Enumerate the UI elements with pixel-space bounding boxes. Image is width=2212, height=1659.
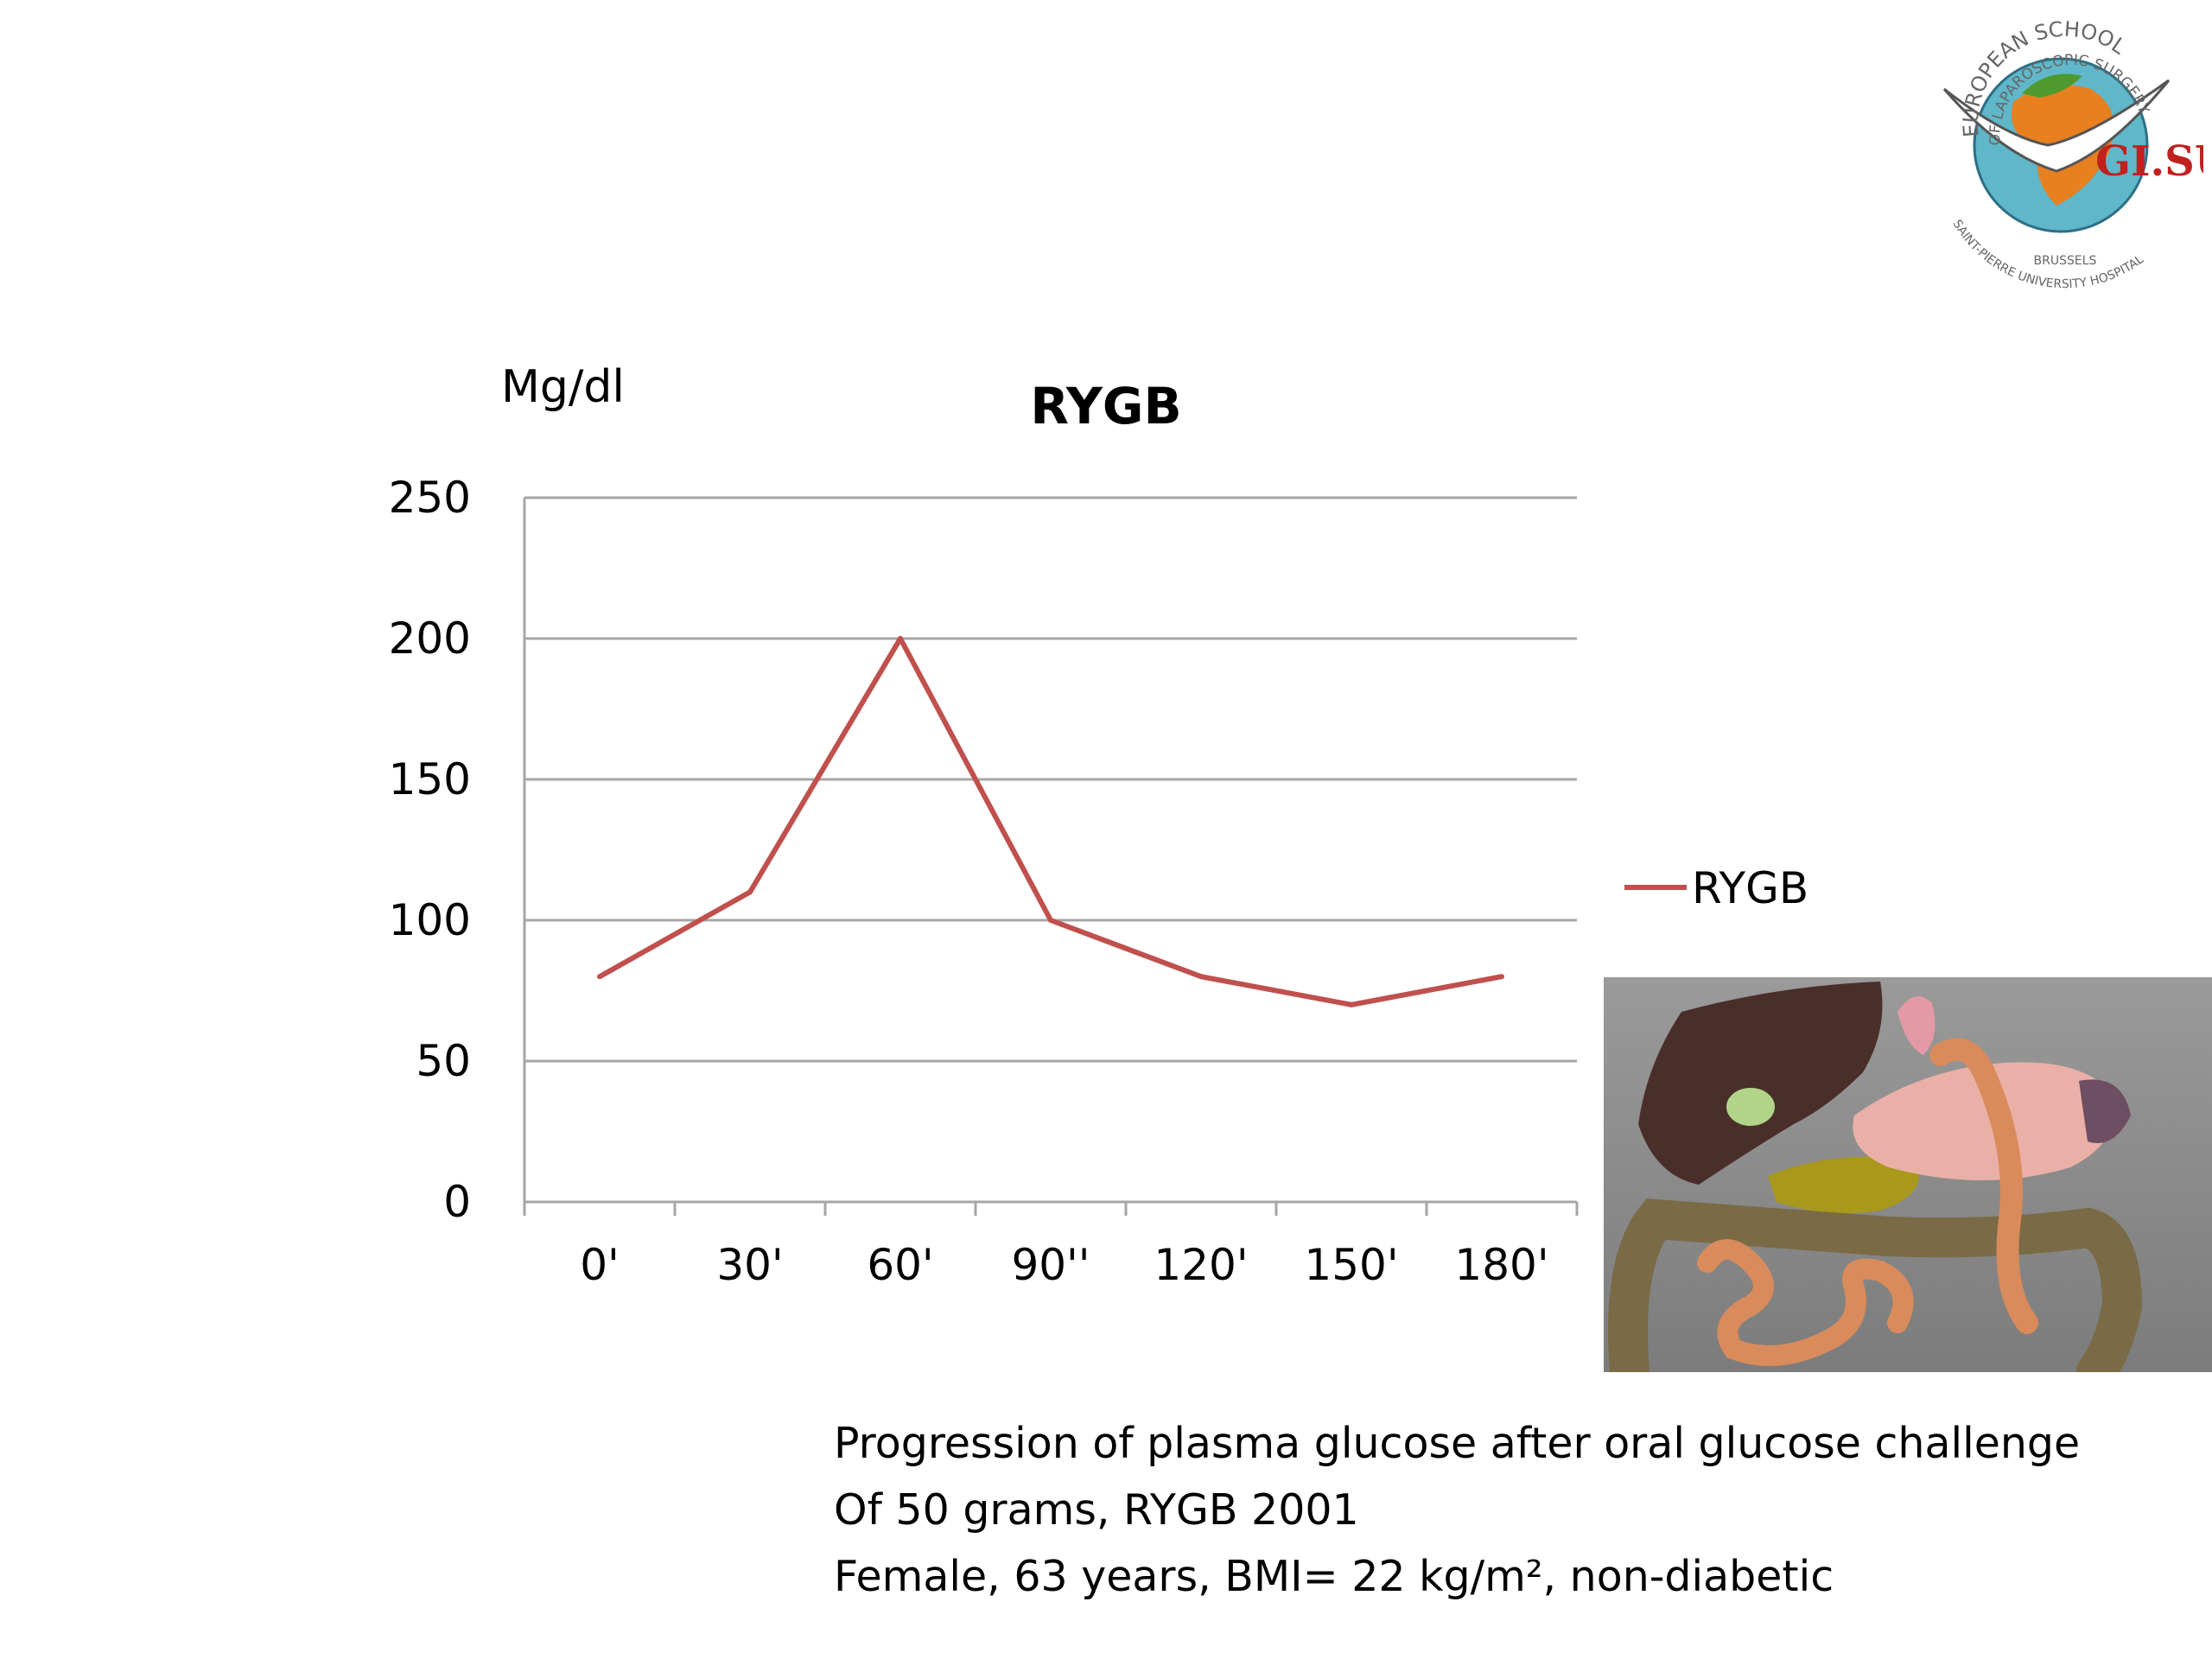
x-tick-label: 150' (1304, 1240, 1398, 1290)
european-school-logo: GI.SURGERY EUROPEAN SCHOOL OF LAPAROSCOP… (1918, 7, 2212, 292)
chart-title: RYGB (1030, 377, 1181, 435)
y-tick-label-150: 150 (389, 754, 471, 804)
rygb-anatomy-illustration (1604, 977, 2212, 1392)
y-axis-unit-label: Mg/dl (501, 361, 625, 413)
x-tick-label: 0' (580, 1240, 620, 1290)
y-tick-label-250: 250 (389, 473, 471, 523)
series-line-rygb (598, 636, 1503, 1007)
x-tick-label: 30' (716, 1240, 783, 1290)
data-point (747, 889, 753, 895)
caption-line-3: Female, 63 years, BMI= 22 kg/m², non-dia… (834, 1552, 1834, 1601)
logo-text-city: BRUSSELS (2034, 254, 2097, 268)
y-tick-label-0: 0 (443, 1177, 471, 1227)
axes (523, 498, 1579, 1216)
legend-label: RYGB (1692, 863, 1808, 913)
data-point (597, 974, 602, 980)
x-tick-labels: 0' 30' 60' 90'' 120' 150' 180' (580, 1240, 1548, 1290)
y-tick-labels: 0 50 100 150 200 250 (389, 473, 471, 1227)
data-point (1048, 918, 1053, 923)
legend: RYGB (1624, 863, 1808, 913)
x-tick-label: 120' (1154, 1240, 1248, 1290)
logo-brand-text: GI.SURGERY (2095, 137, 2203, 186)
caption-line-2: Of 50 grams, RYGB 2001 (834, 1485, 1359, 1535)
caption-line-1: Progression of plasma glucose after oral… (834, 1419, 2081, 1468)
y-tick-label-200: 200 (389, 613, 471, 664)
data-point (1499, 974, 1504, 980)
y-tick-label-100: 100 (389, 895, 471, 945)
data-point (1198, 974, 1204, 980)
x-tick-label: 180' (1454, 1240, 1548, 1290)
x-tick-label: 60' (867, 1240, 933, 1290)
data-point (898, 636, 903, 641)
data-point (1349, 1001, 1354, 1007)
x-tick-label: 90'' (1011, 1240, 1090, 1290)
y-tick-label-50: 50 (416, 1036, 471, 1086)
grid-lines (524, 496, 1577, 1063)
caption: Progression of plasma glucose after oral… (834, 1410, 2182, 1610)
series-lines (597, 636, 1504, 1007)
